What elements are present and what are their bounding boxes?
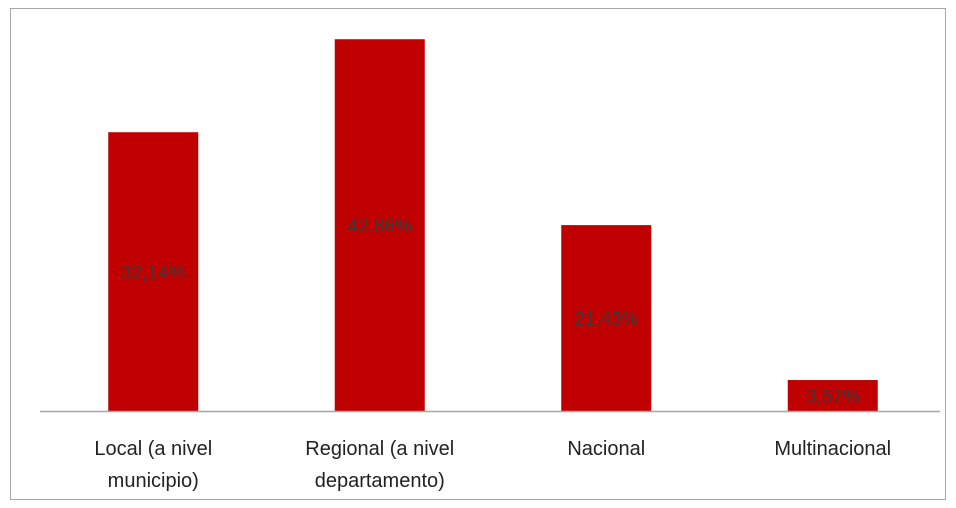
category-label-2: Nacional [567,438,645,460]
bars-group: 32,14% 42,86% 21,43% 3,57% [108,39,878,412]
category-label-0: Local (a nivel municipio) [94,438,212,492]
category-label-1-line-0: Regional (a nivel [305,438,454,460]
bar-2 [561,225,652,411]
category-labels-group: Local (a nivel municipio) Regional (a nive… [94,438,891,492]
bar-0 [108,132,199,411]
bar-3 [787,380,878,411]
category-label-3: Multinacional [774,438,891,460]
category-label-1-line-1: departamento) [315,470,445,492]
category-label-2-line-0: Nacional [567,438,645,460]
category-label-3-line-0: Multinacional [774,438,891,460]
data-label-3: 3,57% [806,387,860,408]
category-label-0-line-0: Local (a nivel [94,438,212,460]
category-label-1: Regional (a nivel departamento) [305,438,454,492]
data-label-2: 21,43% [574,309,639,330]
data-label-0: 32,14% [121,263,186,284]
category-label-0-line-1: municipio) [108,470,199,492]
bar-1 [334,39,425,412]
data-label-1: 42,86% [348,216,413,237]
